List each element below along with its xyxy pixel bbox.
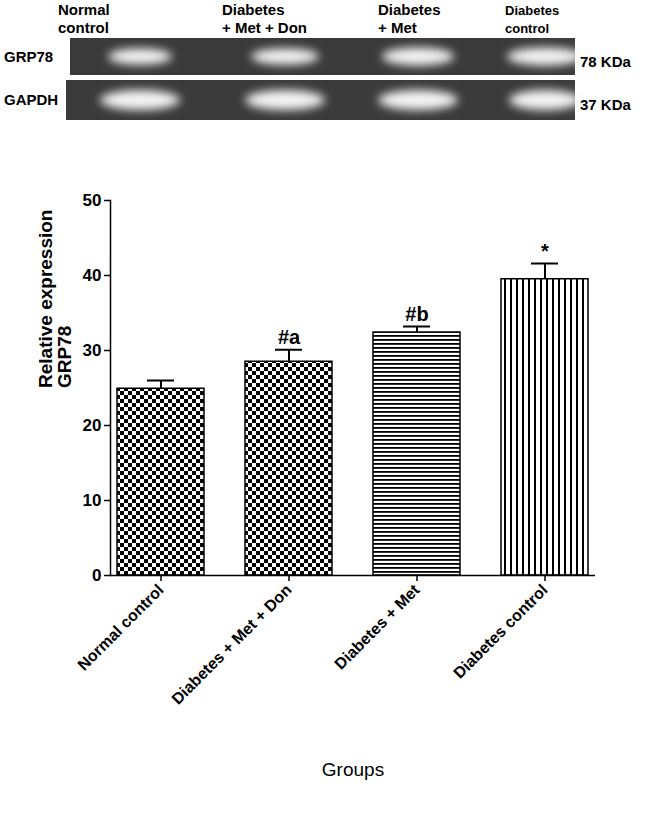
svg-text:Diabetes + Met: Diabetes + Met xyxy=(331,581,423,673)
svg-text:10: 10 xyxy=(83,491,102,510)
svg-text:Diabetes: Diabetes xyxy=(505,3,559,18)
svg-text:*: * xyxy=(541,240,549,262)
svg-text:Groups: Groups xyxy=(322,759,384,780)
svg-text:30: 30 xyxy=(83,341,102,360)
svg-text:Diabetes: Diabetes xyxy=(222,1,285,18)
svg-text:Normal control: Normal control xyxy=(74,581,166,673)
svg-text:GAPDH: GAPDH xyxy=(4,91,58,108)
svg-text:control: control xyxy=(58,19,109,36)
svg-text:GRP78: GRP78 xyxy=(4,48,53,65)
svg-text:Diabetes control: Diabetes control xyxy=(450,581,551,682)
svg-text:Diabetes: Diabetes xyxy=(378,1,441,18)
svg-text:control: control xyxy=(505,21,549,36)
svg-text:+ Met + Don: + Met + Don xyxy=(222,19,307,36)
svg-text:Normal: Normal xyxy=(58,1,110,18)
svg-text:0: 0 xyxy=(92,566,101,585)
svg-text:Diabetes + Met + Don: Diabetes + Met + Don xyxy=(168,581,294,707)
svg-text:20: 20 xyxy=(83,416,102,435)
svg-text:Relative expressionGRP78: Relative expressionGRP78 xyxy=(35,210,75,388)
svg-text:40: 40 xyxy=(83,266,102,285)
svg-text:#b: #b xyxy=(405,303,428,325)
svg-text:#a: #a xyxy=(278,326,301,348)
svg-text:37 KDa: 37 KDa xyxy=(580,96,632,113)
svg-text:78 KDa: 78 KDa xyxy=(580,53,632,70)
svg-text:+ Met: + Met xyxy=(378,19,417,36)
svg-text:50: 50 xyxy=(83,191,102,210)
